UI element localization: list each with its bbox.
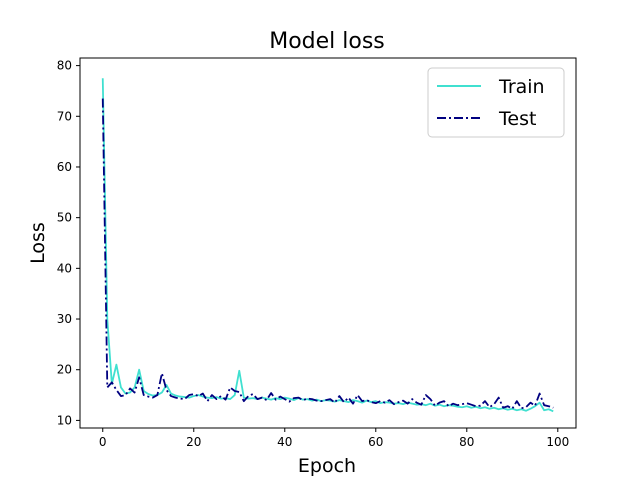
y-tick-label: 40 <box>57 261 72 275</box>
y-tick-label: 60 <box>57 160 72 174</box>
y-tick-label: 10 <box>57 413 72 427</box>
x-tick-label: 0 <box>99 435 107 449</box>
legend-label-test: Test <box>498 108 536 130</box>
series-layer <box>101 78 554 413</box>
chart-title: Model loss <box>269 29 385 54</box>
x-tick-label: 60 <box>368 435 383 449</box>
x-tick-label: 20 <box>186 435 201 449</box>
y-tick-label: 30 <box>57 312 72 326</box>
x-axis-label: Epoch <box>298 455 356 477</box>
y-tick-label: 20 <box>57 363 72 377</box>
series-line-test <box>101 98 554 410</box>
legend: Train Test <box>427 67 565 138</box>
x-tick-label: 40 <box>277 435 292 449</box>
y-axis-ticks: 10 20 30 40 50 60 70 80 <box>57 59 80 427</box>
x-tick-label: 80 <box>459 435 474 449</box>
y-tick-label: 80 <box>57 59 72 73</box>
y-axis-label: Loss <box>27 222 49 264</box>
x-tick-label: 100 <box>546 435 569 449</box>
y-tick-label: 50 <box>57 211 72 225</box>
legend-label-train: Train <box>498 76 545 98</box>
x-axis-ticks: 0 20 40 60 80 100 <box>99 428 569 449</box>
y-tick-label: 70 <box>57 109 72 123</box>
